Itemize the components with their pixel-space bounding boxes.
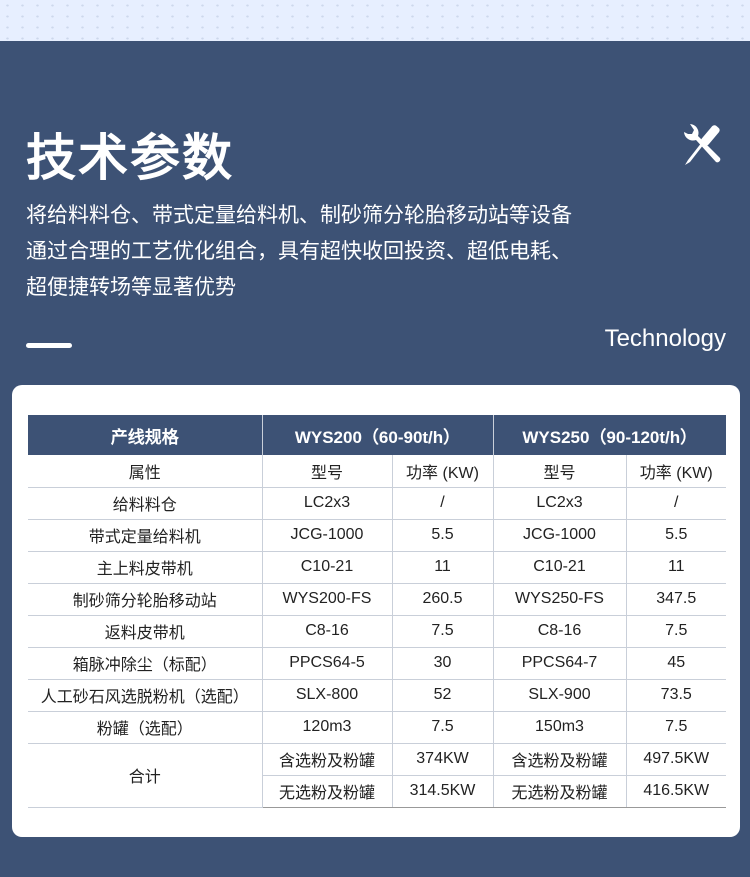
cell: 返料皮带机 [28, 615, 263, 648]
cell: / [392, 487, 494, 520]
cell: 7.5 [626, 711, 726, 744]
cell: 150m3 [493, 711, 627, 744]
cell: PPCS64-7 [493, 647, 627, 680]
desc-line: 通过合理的工艺优化组合，具有超快收回投资、超低电耗、 [26, 239, 572, 263]
page-title: 技术参数 [26, 129, 234, 187]
cell: JCG-1000 [493, 519, 627, 552]
cell: 含选粉及粉罐 [262, 743, 393, 776]
table-row: 合计 含选粉及粉罐 374KW 含选粉及粉罐 497.5KW [28, 743, 726, 808]
cell: 30 [392, 647, 494, 680]
table-row: 返料皮带机 C8-16 7.5 C8-16 7.5 [28, 615, 726, 648]
cell: 7.5 [392, 711, 494, 744]
header-cell: WYS250（90-120t/h） [493, 415, 726, 455]
cell: 型号 [493, 455, 627, 488]
spec-table: 产线规格 WYS200（60-90t/h） WYS250（90-120t/h） … [28, 415, 726, 808]
cell: SLX-800 [262, 679, 393, 712]
cell: WYS200-FS [262, 583, 393, 616]
cell: C10-21 [262, 551, 393, 584]
cell: 5.5 [626, 519, 726, 552]
table-row: 给料料仓 LC2x3/LC2x3/ [28, 487, 726, 520]
table-row: 无选粉及粉罐 314.5KW 无选粉及粉罐 416.5KW [28, 775, 726, 808]
cell: 属性 [28, 455, 263, 488]
cell: 11 [626, 551, 726, 584]
wrench-screwdriver-icon [684, 124, 721, 165]
top-pattern-band [0, 0, 750, 41]
header-cell: WYS200（60-90t/h） [262, 415, 494, 455]
cell: SLX-900 [493, 679, 627, 712]
cell: 功率 (KW) [392, 455, 494, 488]
subtitle: Technology [604, 325, 726, 352]
cell: 功率 (KW) [626, 455, 726, 488]
table-header-row: 产线规格 WYS200（60-90t/h） WYS250（90-120t/h） [28, 415, 726, 455]
cell: 制砂筛分轮胎移动站 [28, 583, 263, 616]
cell: 73.5 [626, 679, 726, 712]
desc-line: 超便捷转场等显著优势 [26, 275, 236, 299]
cell: PPCS64-5 [262, 647, 393, 680]
cell: LC2x3 [262, 487, 393, 520]
cell: C8-16 [262, 615, 393, 648]
table-row: 人工砂石风选脱粉机（选配） SLX-800 52 SLX-900 73.5 [28, 679, 726, 712]
table-row: 粉罐（选配） 120m3 7.5 150m3 7.5 [28, 711, 726, 744]
accent-bar [26, 343, 72, 348]
cell: 主上料皮带机 [28, 551, 263, 584]
cell: 374KW [392, 743, 494, 776]
cell: 粉罐（选配） [28, 711, 263, 744]
cell: 45 [626, 647, 726, 680]
table-row: 主上料皮带机 C10-21 11 C10-21 11 [28, 551, 726, 584]
cell: 416.5KW [626, 775, 726, 808]
cell: JCG-1000 [262, 519, 393, 552]
cell: 120m3 [262, 711, 393, 744]
cell: 52 [392, 679, 494, 712]
cell: 无选粉及粉罐 [262, 775, 393, 808]
description: 将给料料仓、带式定量给料机、制砂筛分轮胎移动站等设备 通过合理的工艺优化组合，具… [26, 197, 572, 305]
table-subheader-row: 属性 型号 功率 (KW) 型号 功率 (KW) [28, 455, 726, 488]
cell: 型号 [262, 455, 393, 488]
cell: 人工砂石风选脱粉机（选配） [28, 679, 263, 712]
cell: 无选粉及粉罐 [493, 775, 627, 808]
cell: C8-16 [493, 615, 627, 648]
cell: 314.5KW [392, 775, 494, 808]
cell: 11 [392, 551, 494, 584]
desc-line: 将给料料仓、带式定量给料机、制砂筛分轮胎移动站等设备 [26, 203, 572, 227]
cell: LC2x3 [493, 487, 627, 520]
cell: 合计 [28, 743, 263, 808]
cell: 7.5 [392, 615, 494, 648]
spec-card: 产线规格 WYS200（60-90t/h） WYS250（90-120t/h） … [12, 385, 740, 837]
cell: 给料料仓 [28, 487, 263, 520]
cell: 347.5 [626, 583, 726, 616]
cell: WYS250-FS [493, 583, 627, 616]
table-row: 带式定量给料机 JCG-1000 5.5 JCG-1000 5.5 [28, 519, 726, 552]
cell: 含选粉及粉罐 [493, 743, 627, 776]
cell: 5.5 [392, 519, 494, 552]
header-cell: 产线规格 [28, 415, 263, 455]
cell: 箱脉冲除尘（标配） [28, 647, 263, 680]
cell: 260.5 [392, 583, 494, 616]
cell: C10-21 [493, 551, 627, 584]
cell: / [626, 487, 726, 520]
table-row: 制砂筛分轮胎移动站 WYS200-FS 260.5 WYS250-FS 347.5 [28, 583, 726, 616]
table-row: 箱脉冲除尘（标配） PPCS64-5 30 PPCS64-7 45 [28, 647, 726, 680]
cell: 497.5KW [626, 743, 726, 776]
cell: 7.5 [626, 615, 726, 648]
cell: 带式定量给料机 [28, 519, 263, 552]
